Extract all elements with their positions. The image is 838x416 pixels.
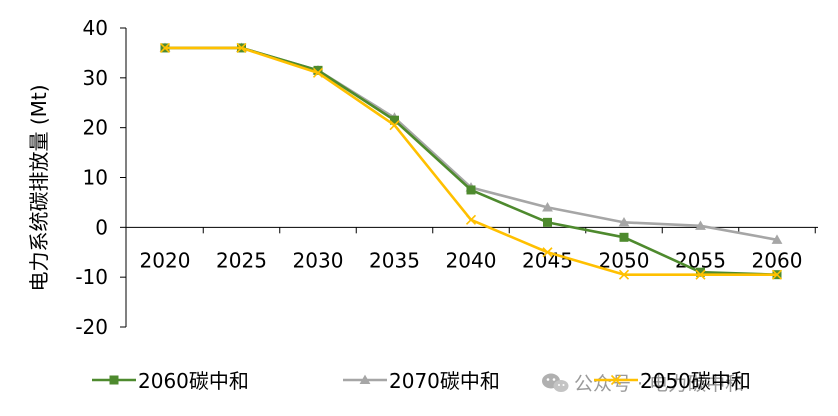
x-tick-label: 2020	[140, 248, 191, 272]
data-point	[466, 185, 476, 195]
x-tick-label: 2060	[752, 248, 803, 272]
legend-label: 2050碳中和	[640, 369, 751, 393]
series-2050碳中和	[159, 42, 783, 280]
series-2070碳中和	[159, 42, 783, 244]
series-2060碳中和	[160, 43, 782, 280]
y-tick-label: -10	[75, 265, 108, 289]
data-point	[236, 42, 247, 53]
series-line	[165, 46, 777, 276]
legend-item: 2060碳中和	[92, 369, 249, 393]
data-point	[313, 65, 323, 75]
data-point	[159, 42, 171, 53]
legend: 2060碳中和 2070碳中和 2050碳中和	[92, 369, 751, 393]
data-point	[312, 67, 324, 78]
wechat-icon	[542, 373, 569, 392]
series-line	[165, 46, 778, 276]
y-tick-labels: -20 -10 0 10 20 30 40	[75, 16, 108, 339]
legend-swatch-marker	[359, 374, 371, 385]
y-tick-label: 10	[83, 166, 108, 190]
legend-label: 2070碳中和	[389, 369, 500, 393]
x-tick-label: 2030	[293, 248, 344, 272]
data-point	[771, 234, 783, 244]
y-axis-title: 电力系统碳排放量 (Mt)	[27, 84, 51, 291]
data-point	[696, 267, 705, 277]
y-tick-label: -20	[75, 315, 108, 339]
data-point	[695, 269, 706, 280]
legend-swatch-marker	[109, 375, 119, 385]
x-tick-label: 2050	[599, 248, 650, 272]
data-point	[389, 120, 400, 131]
data-point	[771, 269, 783, 280]
legend-item: 2070碳中和	[343, 369, 500, 393]
data-point	[465, 214, 477, 225]
data-point	[619, 232, 629, 242]
data-point	[618, 216, 630, 227]
legend-label: 2060碳中和	[138, 369, 249, 393]
y-tick-label: 40	[83, 16, 108, 40]
axes	[120, 27, 818, 328]
y-axis-label: 电力系统碳排放量 (Mt)	[27, 84, 51, 291]
data-point	[390, 115, 399, 125]
data-point	[543, 217, 552, 227]
x-tick-label: 2025	[216, 248, 267, 272]
x-tick-label: 2040	[446, 248, 497, 272]
y-tick-label: 20	[83, 116, 108, 140]
legend-swatch-marker	[610, 374, 622, 386]
y-tick-label: 30	[83, 66, 108, 90]
data-point	[618, 269, 630, 280]
x-tick-label: 2035	[369, 248, 420, 272]
data-point	[695, 220, 706, 230]
series-lines	[159, 42, 783, 280]
y-tick-label: 0	[95, 215, 108, 239]
data-point	[542, 202, 553, 212]
series-line	[165, 46, 778, 242]
data-point	[542, 247, 553, 258]
legend-item: 2050碳中和	[594, 369, 751, 393]
